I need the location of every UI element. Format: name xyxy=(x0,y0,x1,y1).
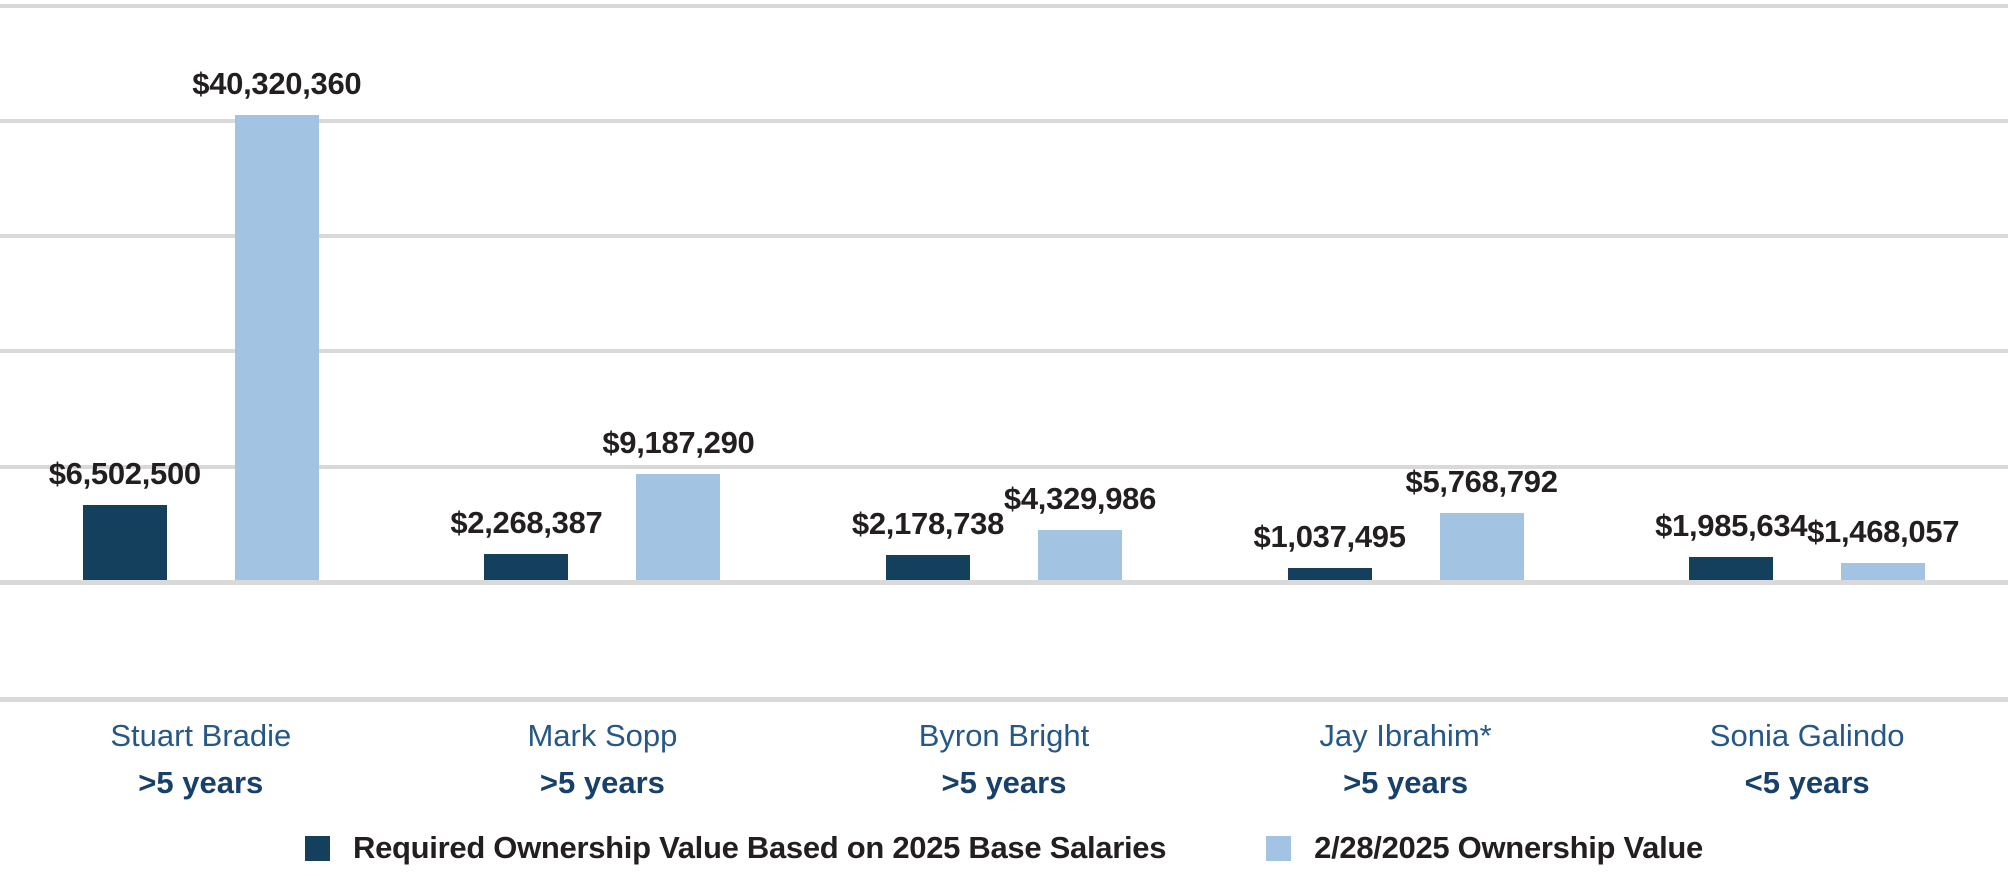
bar-ownership: $5,768,792 xyxy=(1406,464,1558,580)
bar-value-label: $40,320,360 xyxy=(192,66,362,101)
bar-ownership: $9,187,290 xyxy=(602,425,755,580)
bar-ownership: $40,320,360 xyxy=(192,66,362,580)
gridline xyxy=(0,464,2008,469)
chart-plot-area: $6,502,500 $40,320,360 $2,268,387 $9,187… xyxy=(0,0,2008,585)
bar-value-label: $1,468,057 xyxy=(1807,514,1960,549)
category-label-row: Stuart Bradie >5 years Mark Sopp >5 year… xyxy=(0,718,2008,802)
gridline xyxy=(0,580,2008,585)
tenure-label: >5 years xyxy=(1343,765,1469,800)
category-jay-ibrahim: Jay Ibrahim* >5 years xyxy=(1205,718,1607,802)
category-byron-bright: Byron Bright >5 years xyxy=(803,718,1205,802)
tenure-label: >5 years xyxy=(138,765,264,800)
bar-group-stuart-bradie: $6,502,500 $40,320,360 xyxy=(0,0,402,585)
bar-group-sonia-galindo: $1,985,634 $1,468,057 xyxy=(1606,0,2008,585)
legend-item-required: Required Ownership Value Based on 2025 B… xyxy=(305,830,1166,866)
bar-required: $2,178,738 xyxy=(852,506,1004,580)
category-name: Mark Sopp xyxy=(527,718,678,753)
bar-value-label: $6,502,500 xyxy=(48,456,201,491)
category-sonia-galindo: Sonia Galindo <5 years xyxy=(1606,718,2008,802)
bar-required: $6,502,500 xyxy=(49,456,201,580)
gridline xyxy=(0,118,2008,123)
category-mark-sopp: Mark Sopp >5 years xyxy=(402,718,804,802)
bar-value-label: $9,187,290 xyxy=(602,425,755,460)
category-name: Jay Ibrahim* xyxy=(1319,718,1492,753)
category-stuart-bradie: Stuart Bradie >5 years xyxy=(0,718,402,802)
bar-required: $2,268,387 xyxy=(450,505,603,580)
bar-value-label: $2,268,387 xyxy=(450,505,603,540)
legend-swatch-ownership xyxy=(1266,835,1292,861)
bar-value-label: $1,037,495 xyxy=(1253,519,1406,554)
bar-group-mark-sopp: $2,268,387 $9,187,290 xyxy=(402,0,804,585)
legend-label: 2/28/2025 Ownership Value xyxy=(1314,830,1703,865)
bar-required: $1,037,495 xyxy=(1254,519,1406,580)
gridline xyxy=(0,349,2008,354)
gridline xyxy=(0,234,2008,239)
legend-item-ownership: 2/28/2025 Ownership Value xyxy=(1266,830,1703,866)
gridline xyxy=(0,3,2008,8)
category-name: Byron Bright xyxy=(918,718,1090,753)
tenure-label: >5 years xyxy=(941,765,1067,800)
bar-ownership: $1,468,057 xyxy=(1807,514,1960,580)
bar-value-label: $2,178,738 xyxy=(851,506,1005,541)
category-name: Stuart Bradie xyxy=(110,718,292,753)
legend-label: Required Ownership Value Based on 2025 B… xyxy=(353,830,1167,865)
bar-groups: $6,502,500 $40,320,360 $2,268,387 $9,187… xyxy=(0,0,2008,585)
tenure-label: >5 years xyxy=(539,765,665,800)
legend: Required Ownership Value Based on 2025 B… xyxy=(0,830,2008,866)
bar-value-label: $1,985,634 xyxy=(1655,508,1808,543)
legend-swatch-required xyxy=(305,835,330,861)
x-axis-separator-line xyxy=(0,697,2008,702)
bar-value-label: $4,329,986 xyxy=(1003,481,1157,516)
category-name: Sonia Galindo xyxy=(1709,718,1905,753)
bar-required: $1,985,634 xyxy=(1655,508,1808,580)
bar-value-label: $5,768,792 xyxy=(1405,464,1558,499)
bar-group-jay-ibrahim: $1,037,495 $5,768,792 xyxy=(1205,0,1607,585)
bar-group-byron-bright: $2,178,738 $4,329,986 xyxy=(803,0,1205,585)
tenure-label: <5 years xyxy=(1744,765,1870,800)
bar-ownership: $4,329,986 xyxy=(1004,481,1156,580)
